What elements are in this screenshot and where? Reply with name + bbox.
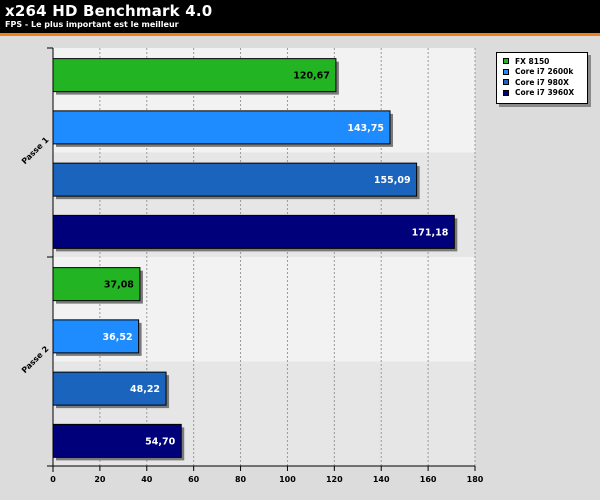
bar xyxy=(52,58,337,93)
bar-value-label: 54,70 xyxy=(145,436,175,447)
legend-swatch xyxy=(503,79,509,86)
legend-label: FX 8150 xyxy=(515,56,550,66)
x-tick-label: 40 xyxy=(141,475,153,484)
bar-value-label: 37,08 xyxy=(104,280,134,291)
legend-item: Core i7 980X xyxy=(503,77,587,88)
accent-divider xyxy=(0,33,600,36)
chart-area: 0 20 40 60 80 100 120 140 160 180 Passe 1 Passe 2 12… xyxy=(0,36,600,500)
x-tick-label: 160 xyxy=(420,475,437,484)
bar-value-label: 155,09 xyxy=(374,175,411,186)
bar-value-label: 36,52 xyxy=(103,332,133,343)
bar xyxy=(52,267,141,302)
legend-swatch xyxy=(503,89,509,96)
chart-legend: FX 8150 Core i7 2600k Core i7 980X Core i7 … xyxy=(496,52,588,104)
legend-label: Core i7 980X xyxy=(515,77,569,87)
legend-label: Core i7 2600k xyxy=(515,67,574,77)
chart-subtitle: FPS - Le plus important est le meilleur xyxy=(5,20,179,29)
legend-swatch xyxy=(503,68,509,75)
x-tick-label: 20 xyxy=(94,475,106,484)
bar xyxy=(52,371,167,406)
legend-item: Core i7 3960X xyxy=(503,88,587,99)
x-tick-label: 60 xyxy=(188,475,200,484)
chart-header: x264 HD Benchmark 4.0 FPS - Le plus impo… xyxy=(0,0,600,33)
x-tick-label: 120 xyxy=(326,475,343,484)
bar-value-label: 48,22 xyxy=(130,384,160,395)
bar xyxy=(52,162,418,197)
bar xyxy=(52,423,182,458)
x-tick-label: 180 xyxy=(467,475,484,484)
category-label: Passe 2 xyxy=(20,344,51,375)
bar xyxy=(52,214,455,249)
bar-value-label: 143,75 xyxy=(347,123,384,134)
legend-label: Core i7 3960X xyxy=(515,88,575,98)
category-label: Passe 1 xyxy=(20,135,51,166)
bar xyxy=(52,319,140,354)
x-tick-label: 80 xyxy=(235,475,247,484)
chart-title: x264 HD Benchmark 4.0 xyxy=(5,2,213,20)
legend-item: Core i7 2600k xyxy=(503,67,587,78)
legend-item: FX 8150 xyxy=(503,56,587,67)
x-tick-label: 0 xyxy=(50,475,56,484)
bar xyxy=(52,110,391,145)
x-tick-label: 140 xyxy=(373,475,390,484)
legend-swatch xyxy=(503,58,509,65)
x-tick-label: 100 xyxy=(279,475,296,484)
bar-chart: 0 20 40 60 80 100 120 140 160 180 Passe 1 Passe 2 12… xyxy=(20,47,484,484)
bar-value-label: 120,67 xyxy=(293,71,330,82)
bar-value-label: 171,18 xyxy=(412,227,449,238)
